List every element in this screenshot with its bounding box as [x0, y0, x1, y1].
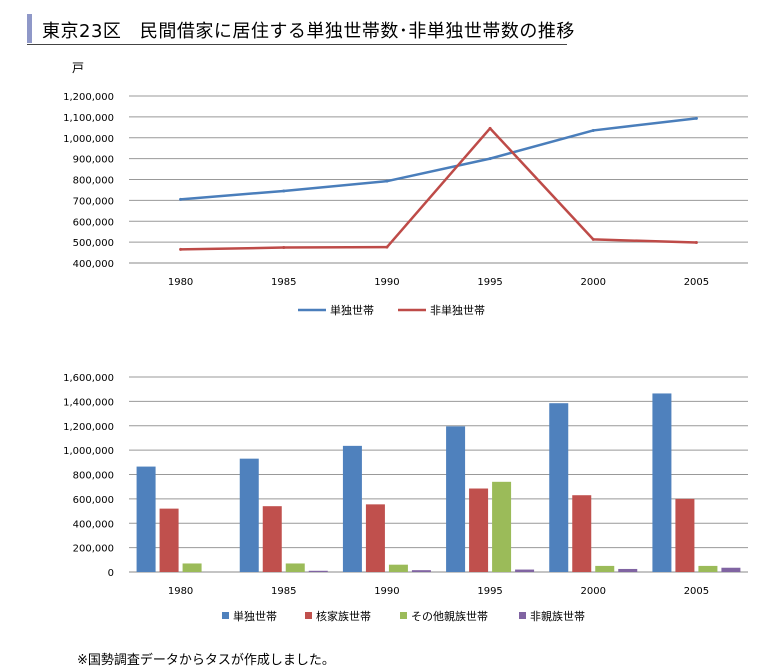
bar-series-3 [595, 565, 615, 572]
line-series-2 [180, 127, 697, 251]
line-series-1 [180, 117, 697, 201]
line-point-series-2 [488, 126, 492, 130]
line-chart-x-tick-label: 1990 [374, 277, 399, 288]
line-chart-x-tick-label: 2005 [684, 277, 709, 288]
bar-series-3 [698, 565, 718, 572]
line-chart-y-tick-label: 900,000 [73, 155, 114, 166]
line-chart-y-tick-label: 500,000 [73, 238, 114, 249]
bar-series-1 [342, 445, 362, 572]
title-accent-bar [27, 14, 32, 43]
bar-legend-swatch [519, 612, 526, 619]
line-chart-x-tick-label: 1985 [271, 277, 296, 288]
line-point-series-1 [488, 157, 492, 161]
bar-series-1 [446, 426, 466, 572]
bar-series-4 [515, 569, 535, 572]
bar-series-4 [308, 570, 328, 572]
page-title: 東京23区 民間借家に居住する単独世帯数･非単独世帯数の推移 [42, 21, 575, 42]
bar-series-3 [492, 481, 512, 572]
bar-series-2 [572, 495, 592, 572]
bar-chart-y-tick-label: 600,000 [73, 495, 114, 506]
line-chart-y-tick-label: 800,000 [73, 176, 114, 187]
line-chart-x-tick-label: 2000 [581, 277, 606, 288]
bar-series-4 [411, 570, 431, 572]
bar-chart-y-tick-label: 1,200,000 [63, 422, 114, 433]
line-point-series-2 [282, 246, 286, 250]
bar-chart-y-tick-label: 400,000 [73, 519, 114, 530]
bar-chart-x-tick-label: 1980 [168, 586, 193, 597]
line-point-series-2 [385, 245, 389, 249]
bar-chart-y-tick-label: 800,000 [73, 471, 114, 482]
bar-series-2 [469, 488, 489, 572]
line-legend-label: 単独世帯 [330, 303, 374, 317]
bar-series-2 [159, 508, 179, 572]
line-point-series-1 [694, 116, 698, 120]
bar-series-1 [239, 458, 259, 572]
bar-legend-label: その他親族世帯 [411, 609, 488, 623]
line-chart-y-tick-label: 400,000 [73, 259, 114, 270]
line-chart-x-tick-label: 1980 [168, 277, 193, 288]
bar-chart-y-tick-label: 1,600,000 [63, 373, 114, 384]
bar-series-2 [365, 504, 385, 572]
line-point-series-2 [591, 237, 595, 241]
line-point-series-2 [179, 247, 183, 251]
line-chart-x-tick-label: 1995 [477, 277, 502, 288]
line-point-series-1 [282, 189, 286, 193]
bar-chart-y-tick-label: 1,400,000 [63, 397, 114, 408]
bar-series-1 [652, 393, 672, 572]
bar-chart-y-tick-label: 0 [108, 568, 114, 579]
bar-chart-x-tick-label: 1990 [374, 586, 399, 597]
footnote: ※国勢調査データからタスが作成しました。 [77, 653, 335, 668]
bar-series-4 [618, 568, 638, 572]
bar-legend-swatch [222, 612, 229, 619]
line-chart-y-tick-label: 1,100,000 [63, 113, 114, 124]
bar-legend-swatch [400, 612, 407, 619]
bar-legend-label: 核家族世帯 [316, 609, 371, 623]
bar-series-4 [721, 567, 741, 572]
bar-series-1 [549, 403, 569, 572]
bar-chart-y-tick-label: 200,000 [73, 544, 114, 555]
bar-series-2 [675, 498, 695, 572]
bar-chart-x-tick-label: 2005 [684, 586, 709, 597]
bar-legend-label: 単独世帯 [233, 609, 277, 623]
line-point-series-2 [694, 241, 698, 245]
bar-chart-x-tick-label: 1995 [477, 586, 502, 597]
bar-series-3 [388, 564, 408, 572]
bar-chart-y-tick-label: 1,000,000 [63, 446, 114, 457]
bar-series-1 [136, 466, 156, 572]
bar-legend-swatch [305, 612, 312, 619]
page-header: 東京23区 民間借家に居住する単独世帯数･非単独世帯数の推移 [27, 14, 574, 46]
bar-chart-x-tick-label: 1985 [271, 586, 296, 597]
bar-chart-x-tick-label: 2000 [581, 586, 606, 597]
bar-series-3 [182, 563, 202, 572]
bar-series-2 [262, 506, 282, 572]
line-chart-y-tick-label: 1,000,000 [63, 134, 114, 145]
line-point-series-1 [591, 128, 595, 132]
line-legend-label: 非単独世帯 [430, 303, 485, 317]
line-chart-y-tick-label: 600,000 [73, 217, 114, 228]
bar-legend-label: 非親族世帯 [530, 609, 585, 623]
line-point-series-1 [385, 179, 389, 183]
line-chart-y-tick-label: 700,000 [73, 196, 114, 207]
line-chart-y-tick-label: 1,200,000 [63, 92, 114, 103]
line-chart-unit-label: 戸 [72, 61, 84, 75]
bar-series-3 [285, 563, 305, 572]
line-point-series-1 [179, 197, 183, 201]
title-underline [27, 44, 567, 45]
